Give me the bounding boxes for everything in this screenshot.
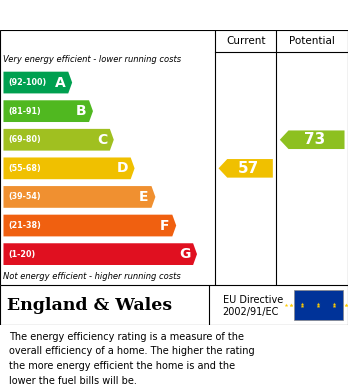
- Text: G: G: [179, 247, 190, 261]
- Text: (81-91): (81-91): [9, 107, 41, 116]
- Text: F: F: [160, 219, 169, 233]
- Polygon shape: [3, 215, 176, 237]
- Text: 57: 57: [238, 161, 259, 176]
- Text: D: D: [116, 161, 128, 175]
- Text: (55-68): (55-68): [9, 164, 41, 173]
- Text: A: A: [55, 75, 65, 90]
- Text: 2002/91/EC: 2002/91/EC: [223, 307, 279, 317]
- Polygon shape: [3, 186, 156, 208]
- Polygon shape: [3, 243, 197, 265]
- Text: 73: 73: [304, 132, 325, 147]
- Text: (69-80): (69-80): [9, 135, 41, 144]
- Text: (92-100): (92-100): [9, 78, 47, 87]
- Polygon shape: [3, 72, 72, 93]
- Text: Current: Current: [226, 36, 266, 46]
- Polygon shape: [3, 129, 114, 151]
- Text: E: E: [139, 190, 149, 204]
- Text: (21-38): (21-38): [9, 221, 41, 230]
- Polygon shape: [3, 100, 93, 122]
- Text: England & Wales: England & Wales: [7, 296, 172, 314]
- Text: Not energy efficient - higher running costs: Not energy efficient - higher running co…: [3, 272, 181, 281]
- Text: EU Directive: EU Directive: [223, 295, 283, 305]
- Polygon shape: [3, 158, 135, 179]
- Text: Potential: Potential: [289, 36, 335, 46]
- Text: (39-54): (39-54): [9, 192, 41, 201]
- Polygon shape: [280, 131, 345, 149]
- Text: (1-20): (1-20): [9, 249, 36, 258]
- Text: Energy Efficiency Rating: Energy Efficiency Rating: [9, 7, 230, 23]
- Bar: [294, 290, 343, 320]
- Text: C: C: [97, 133, 107, 147]
- Polygon shape: [219, 159, 273, 178]
- Text: Very energy efficient - lower running costs: Very energy efficient - lower running co…: [3, 56, 182, 65]
- Text: B: B: [76, 104, 86, 118]
- Text: The energy efficiency rating is a measure of the
overall efficiency of a home. T: The energy efficiency rating is a measur…: [9, 332, 254, 386]
